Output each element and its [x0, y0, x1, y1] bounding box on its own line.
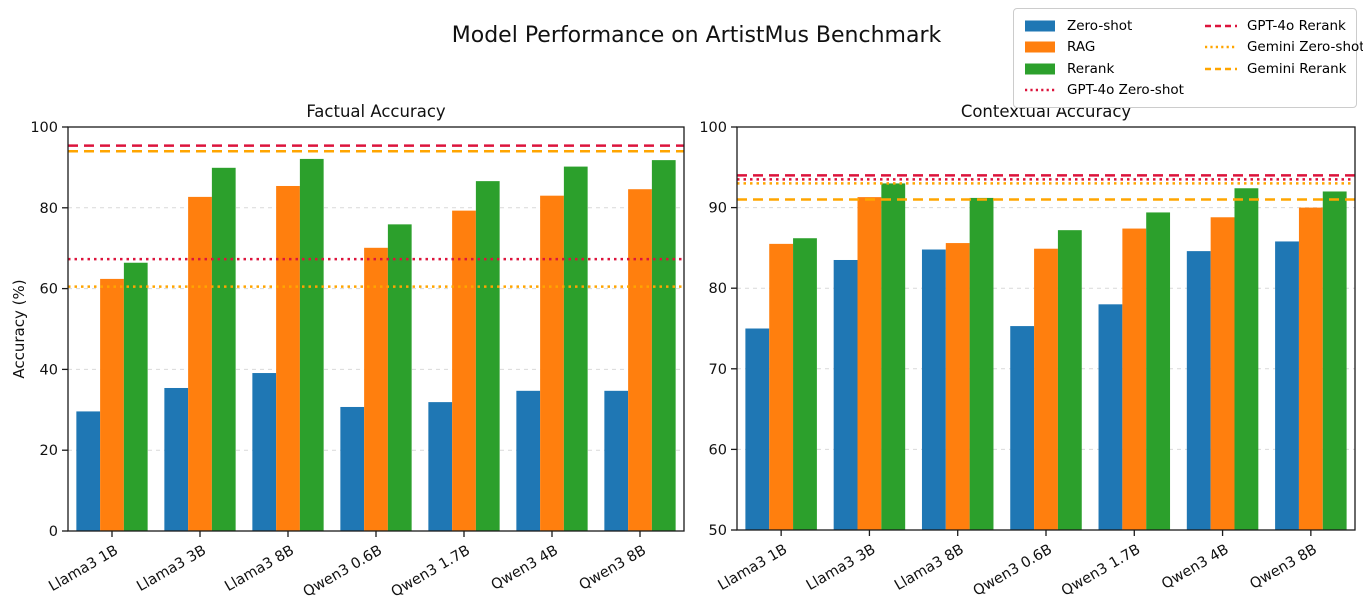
- x-tick-label: Qwen3 1.7B: [389, 543, 473, 601]
- bar-rerank-qwen3-0-6b: [1057, 230, 1082, 530]
- contextual-accuracy-chart: 50 60 70 80 90 100 Llama3 1B Llama3 3B Llama3 8B…: [699, 102, 1356, 600]
- bar-rag-llama3-1b: [100, 278, 124, 531]
- bar-zero-shot-qwen3-8b: [604, 390, 629, 531]
- subplot-title: Factual Accuracy: [306, 102, 446, 121]
- bar-rerank-qwen3-1-7b: [1146, 212, 1171, 530]
- y-tick-label: 100: [30, 120, 58, 136]
- legend-item-rag: RAG: [1024, 39, 1184, 55]
- legend-item-gpt-4o-zero-shot: GPT-4o Zero-shot: [1024, 82, 1184, 98]
- bar-rag-qwen3-8b: [1298, 207, 1323, 530]
- legend-item-gemini-zero-shot: Gemini Zero-shot: [1204, 39, 1363, 55]
- x-tick-label: Llama3 3B: [804, 542, 879, 594]
- bar-rag-qwen3-4b: [1210, 217, 1235, 530]
- x-tick-label: Qwen3 4B: [489, 543, 561, 594]
- legend-item-gemini-rerank: Gemini Rerank: [1204, 61, 1363, 77]
- bar-rerank-qwen3-4b: [563, 166, 588, 532]
- bar-rerank-qwen3-0-6b: [387, 224, 412, 531]
- y-tick-label: 40: [40, 362, 58, 378]
- x-tick-label: Qwen3 8B: [1247, 542, 1319, 593]
- x-tick-label: Llama3 8B: [892, 542, 967, 594]
- bar-zero-shot-llama3-3b: [164, 387, 189, 531]
- legend-label: Gemini Rerank: [1246, 60, 1347, 77]
- legend-item-rerank: Rerank: [1024, 61, 1184, 77]
- bar-rerank-llama3-1b: [123, 262, 148, 531]
- bar-rag-qwen3-8b: [628, 189, 652, 531]
- bar-rag-qwen3-1-7b: [1122, 228, 1147, 530]
- bar-zero-shot-qwen3-1-7b: [1098, 304, 1123, 530]
- bar-zero-shot-llama3-8b: [252, 373, 277, 531]
- bar-rag-qwen3-4b: [540, 195, 564, 531]
- legend-label: RAG: [1067, 39, 1096, 56]
- x-tick-label: Qwen3 1.7B: [1059, 542, 1143, 600]
- bar-rerank-qwen3-8b: [651, 160, 676, 532]
- bar-rerank-qwen3-1-7b: [475, 181, 500, 532]
- y-tick-label: 80: [709, 281, 727, 297]
- legend-swatch-rerank-icon: [1025, 63, 1055, 75]
- legend: Zero-shot RAG Rerank GPT-4o Zero-shot GPT-4o…: [1013, 8, 1363, 108]
- bar-rag-llama3-8b: [276, 185, 300, 531]
- x-tick-label: Qwen3 4B: [1159, 542, 1231, 593]
- y-tick-label: 60: [40, 282, 58, 298]
- y-tick-label: 70: [709, 362, 727, 378]
- legend-line-sample-gemini-zero-shot-icon: [1204, 46, 1237, 49]
- bar-rerank-llama3-1b: [793, 238, 817, 530]
- x-tick-label: Qwen3 0.6B: [971, 542, 1055, 600]
- bar-zero-shot-llama3-8b: [921, 249, 946, 530]
- legend-line-sample-gemini-rerank-icon: [1204, 67, 1237, 70]
- legend-swatch-rag-icon: [1025, 41, 1055, 53]
- legend-label: GPT-4o Rerank: [1246, 17, 1346, 34]
- legend-item-gpt-4o-rerank: GPT-4o Rerank: [1204, 18, 1363, 34]
- x-tick-label: Qwen3 8B: [577, 543, 649, 594]
- bar-rerank-llama3-8b: [299, 158, 324, 531]
- x-tick-label: Llama3 1B: [715, 542, 790, 594]
- bar-zero-shot-qwen3-1-7b: [428, 402, 453, 531]
- legend-item-zero-shot: Zero-shot: [1024, 18, 1184, 34]
- x-tick-label: Qwen3 0.6B: [301, 543, 385, 601]
- bar-rag-llama3-1b: [769, 243, 794, 530]
- bar-rerank-qwen3-4b: [1234, 188, 1259, 531]
- figure-title: Model Performance on ArtistMus Benchmark: [451, 23, 942, 48]
- bar-zero-shot-qwen3-4b: [516, 390, 541, 531]
- bar-rag-llama3-3b: [857, 197, 882, 530]
- y-tick-label: 100: [699, 120, 727, 136]
- bar-rerank-qwen3-8b: [1322, 191, 1347, 531]
- bar-zero-shot-qwen3-0-6b: [1010, 326, 1035, 530]
- bar-rag-qwen3-0-6b: [364, 247, 388, 531]
- legend-label: Gemini Zero-shot: [1246, 39, 1363, 56]
- y-tick-label: 60: [709, 442, 727, 458]
- bar-zero-shot-qwen3-8b: [1275, 241, 1299, 530]
- x-tick-label: Llama3 1B: [46, 543, 121, 595]
- legend-label: GPT-4o Zero-shot: [1067, 82, 1184, 99]
- x-tick-label: Llama3 3B: [134, 543, 209, 595]
- bar-zero-shot-qwen3-0-6b: [340, 406, 365, 531]
- y-tick-label: 80: [40, 201, 58, 217]
- legend-swatch-zero-shot-icon: [1025, 20, 1055, 32]
- legend-label: Zero-shot: [1067, 17, 1133, 34]
- bar-rerank-llama3-3b: [211, 167, 236, 531]
- bar-zero-shot-llama3-1b: [745, 328, 770, 530]
- bar-zero-shot-llama3-1b: [76, 411, 101, 531]
- bar-zero-shot-llama3-3b: [833, 259, 858, 530]
- bar-rag-llama3-8b: [945, 243, 970, 530]
- bar-rerank-llama3-3b: [881, 183, 906, 531]
- bar-rerank-llama3-8b: [969, 197, 994, 531]
- legend-label: Rerank: [1067, 60, 1115, 77]
- bar-rag-qwen3-0-6b: [1034, 248, 1058, 530]
- bar-rag-qwen3-1-7b: [452, 210, 476, 532]
- legend-line-sample-gpt-4o-rerank-icon: [1204, 24, 1237, 27]
- x-tick-label: Llama3 8B: [222, 543, 297, 595]
- bar-zero-shot-qwen3-4b: [1186, 251, 1211, 530]
- y-tick-label: 0: [49, 524, 58, 540]
- bar-rag-llama3-3b: [188, 196, 212, 531]
- y-tick-label: 90: [709, 201, 727, 217]
- y-tick-label: 20: [40, 443, 58, 459]
- y-tick-label: 50: [709, 523, 727, 539]
- legend-line-sample-gpt-4o-zero-shot-icon: [1025, 89, 1057, 92]
